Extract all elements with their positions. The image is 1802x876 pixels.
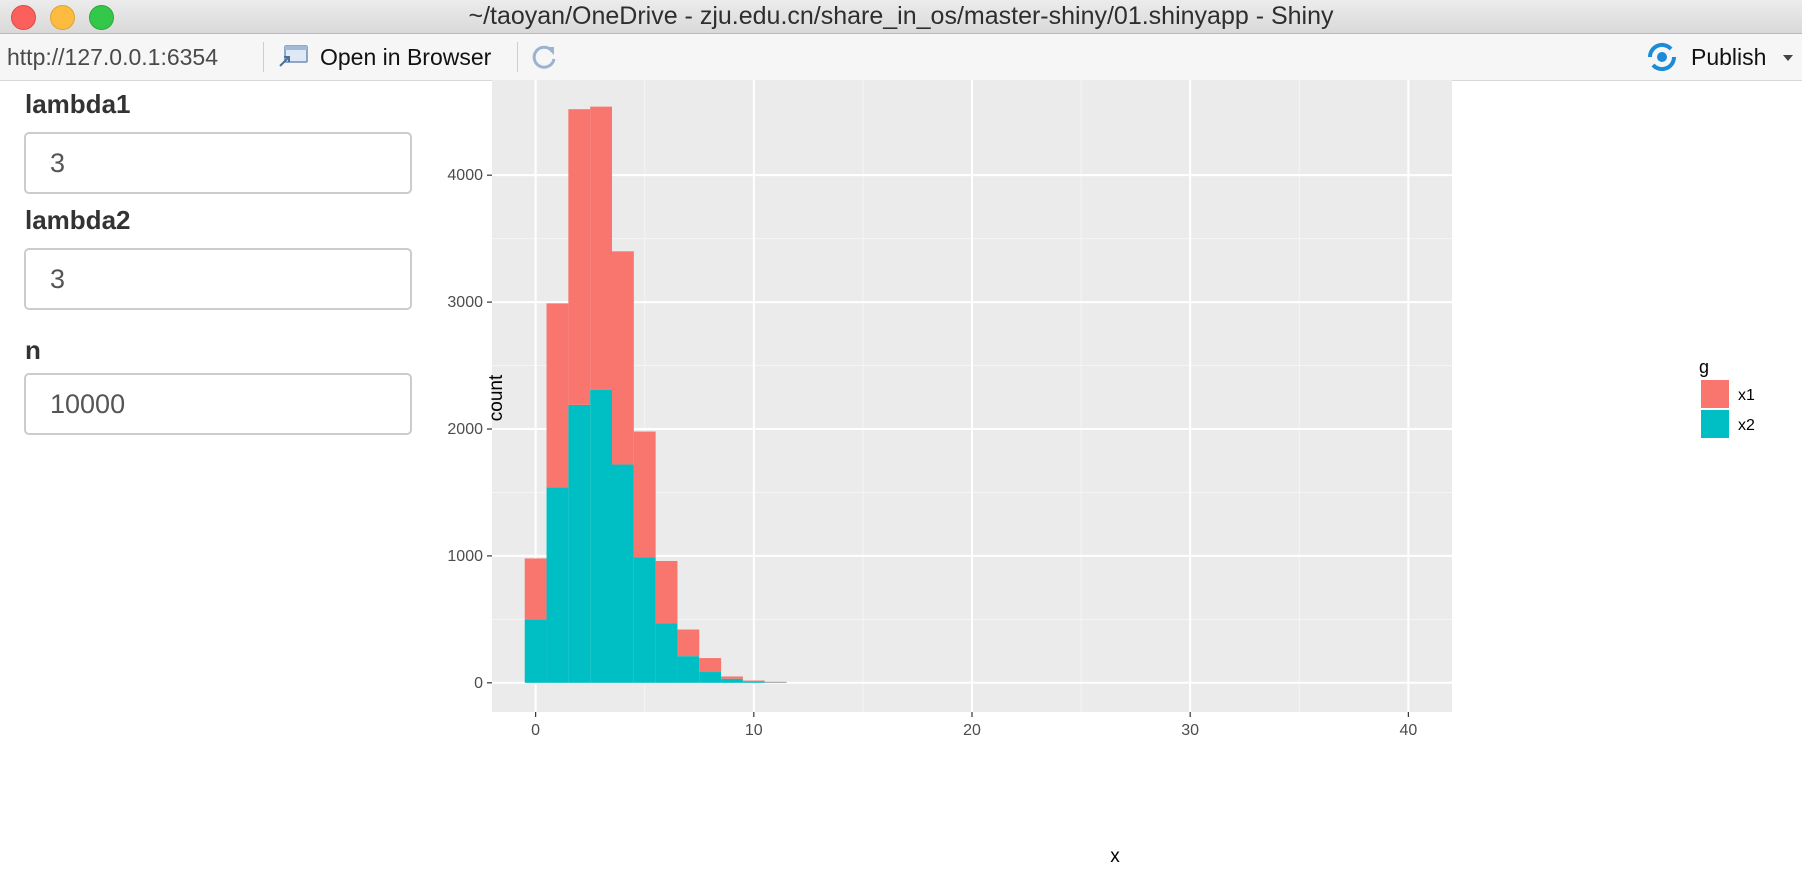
open-in-browser-icon	[279, 45, 308, 67]
app-url: http://127.0.0.1:6354	[7, 44, 219, 70]
bar-x2-bin-8	[699, 672, 722, 683]
publish-icon	[1647, 42, 1677, 72]
lambda1-input[interactable]	[24, 132, 412, 194]
x-axis-title: x	[1110, 846, 1120, 867]
bar-x1-bin-8	[699, 658, 722, 673]
reload-icon	[532, 45, 556, 69]
n-input[interactable]	[24, 373, 412, 435]
n-label: n	[25, 335, 41, 365]
legend-label-x2: x2	[1738, 417, 1755, 434]
zoom-window-button[interactable]	[89, 5, 114, 30]
y-tick-label: 1000	[447, 548, 483, 565]
y-axis-title: count	[486, 374, 507, 421]
close-window-button[interactable]	[11, 5, 36, 30]
legend-key-x2	[1701, 410, 1729, 438]
window-title-bar: ~/taoyan/OneDrive - zju.edu.cn/share_in_…	[0, 0, 1802, 34]
minimize-window-button[interactable]	[50, 5, 75, 30]
legend: g x1 x2	[1699, 357, 1755, 438]
bar-x1-bin-4	[612, 251, 634, 465]
legend-title: g	[1699, 357, 1709, 377]
histogram-plot: 0 1000 2000 3000 4000 0 10 20 30 40 x count g x1…	[447, 80, 1755, 867]
bar-x2-bin-9	[721, 678, 743, 683]
bar-x2-bin-2	[568, 404, 591, 683]
input-sidebar: lambda1 lambda2 n	[0, 80, 440, 876]
x-tick-label: 10	[745, 722, 763, 739]
y-tick-label: 0	[474, 675, 483, 692]
publish-label: Publish	[1691, 44, 1767, 70]
toolbar-divider	[517, 42, 518, 72]
legend-key-x1	[1701, 380, 1729, 408]
lambda1-label: lambda1	[25, 89, 131, 119]
x-tick-label: 30	[1181, 722, 1199, 739]
bar-x1-bin-3	[590, 106, 612, 390]
bar-x2-bin-4	[612, 464, 634, 683]
bar-x1-bin-7	[677, 629, 700, 657]
bar-x2-bin-10	[742, 681, 765, 683]
bar-x1-bin-1	[546, 303, 569, 488]
chevron-down-icon[interactable]	[1782, 54, 1794, 62]
y-tick-label: 2000	[447, 421, 483, 438]
reload-button[interactable]	[530, 42, 560, 72]
plot-panel	[492, 80, 1452, 712]
toolbar-divider	[263, 42, 264, 72]
y-axis: 0 1000 2000 3000 4000	[447, 167, 492, 692]
viewer-toolbar: http://127.0.0.1:6354 Open in Browser Pu…	[0, 34, 1802, 81]
bar-x2-bin-1	[546, 487, 569, 683]
publish-button[interactable]: Publish	[1646, 40, 1796, 74]
x-tick-label: 0	[531, 722, 540, 739]
bar-x1-bin-6	[655, 560, 678, 624]
x-tick-label: 40	[1399, 722, 1417, 739]
bar-x2-bin-6	[655, 623, 678, 683]
y-tick-label: 3000	[447, 294, 483, 311]
histogram-bars	[524, 106, 787, 683]
bar-x1-bin-2	[568, 109, 591, 405]
bar-x2-bin-3	[590, 389, 612, 683]
bar-x1-bin-10	[742, 680, 765, 682]
bar-x1-bin-11	[764, 681, 787, 683]
bar-x1-bin-0	[524, 558, 547, 620]
x-tick-label: 20	[963, 722, 981, 739]
open-in-browser-label: Open in Browser	[320, 44, 492, 70]
bar-x2-bin-5	[633, 557, 656, 683]
bar-x2-bin-7	[677, 656, 700, 683]
bar-x2-bin-0	[524, 619, 547, 683]
bar-x1-bin-9	[721, 676, 743, 679]
y-tick-label: 4000	[447, 167, 483, 184]
lambda2-input[interactable]	[24, 248, 412, 310]
lambda2-label: lambda2	[25, 205, 131, 235]
legend-label-x1: x1	[1738, 387, 1755, 404]
bar-x1-bin-5	[633, 431, 656, 558]
window-title: ~/taoyan/OneDrive - zju.edu.cn/share_in_…	[468, 2, 1334, 30]
x-axis: 0 10 20 30 40	[531, 712, 1417, 739]
